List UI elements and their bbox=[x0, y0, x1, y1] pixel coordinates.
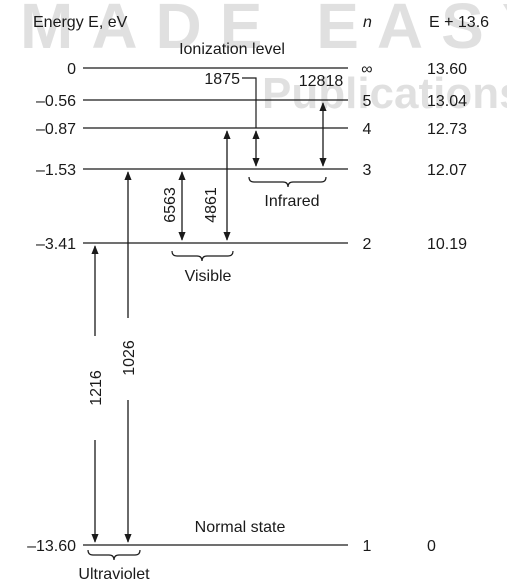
shifted-column-label: E + 13.6 bbox=[429, 14, 489, 31]
energy-value-2: –3.41 bbox=[36, 236, 76, 253]
ultraviolet-label: Ultraviolet bbox=[78, 566, 150, 583]
shifted-value-3: 12.07 bbox=[427, 162, 467, 179]
wavelength-label-4861: 4861 bbox=[203, 187, 220, 223]
shifted-value-5: 13.04 bbox=[427, 93, 467, 110]
infrared-label: Infrared bbox=[264, 193, 319, 210]
energy-value-5: –0.56 bbox=[36, 93, 76, 110]
watermark-line2: Publications bbox=[262, 69, 507, 118]
wavelength-label-1216: 1216 bbox=[88, 370, 105, 406]
ionization-level-caption: Ionization level bbox=[179, 41, 285, 58]
wavelength-label-6563: 6563 bbox=[162, 187, 179, 223]
infrared-brace bbox=[248, 176, 327, 188]
shifted-value-4: 12.73 bbox=[427, 121, 467, 138]
n-value-4: 4 bbox=[363, 121, 372, 138]
energy-value-4: –0.87 bbox=[36, 121, 76, 138]
energy-value-1: –13.60 bbox=[27, 538, 76, 555]
energy-axis-label: Energy E, eV bbox=[33, 14, 128, 31]
n-value-2: 2 bbox=[363, 236, 372, 253]
wavelength-label-1875: 1875 bbox=[204, 71, 240, 88]
n-value-inf: ∞ bbox=[361, 61, 372, 78]
n-value-1: 1 bbox=[363, 538, 372, 555]
n-value-5: 5 bbox=[363, 93, 372, 110]
visible-brace bbox=[171, 250, 234, 262]
normal-state-caption: Normal state bbox=[195, 519, 286, 536]
n-column-label: n bbox=[363, 14, 372, 31]
shifted-value-inf: 13.60 bbox=[427, 61, 467, 78]
ultraviolet-brace bbox=[87, 549, 141, 561]
visible-label: Visible bbox=[185, 268, 232, 285]
watermark: MADE EASY Publications bbox=[20, 0, 507, 118]
shifted-value-2: 10.19 bbox=[427, 236, 467, 253]
wavelength-label-12818: 12818 bbox=[299, 73, 344, 90]
shifted-value-1: 0 bbox=[427, 538, 436, 555]
wavelength-label-1026: 1026 bbox=[121, 340, 138, 376]
wavelength-leader-1875 bbox=[242, 77, 257, 128]
watermark-line1: MADE EASY bbox=[20, 0, 507, 62]
energy-value-3: –1.53 bbox=[36, 162, 76, 179]
energy-value-inf: 0 bbox=[67, 61, 76, 78]
n-value-3: 3 bbox=[363, 162, 372, 179]
